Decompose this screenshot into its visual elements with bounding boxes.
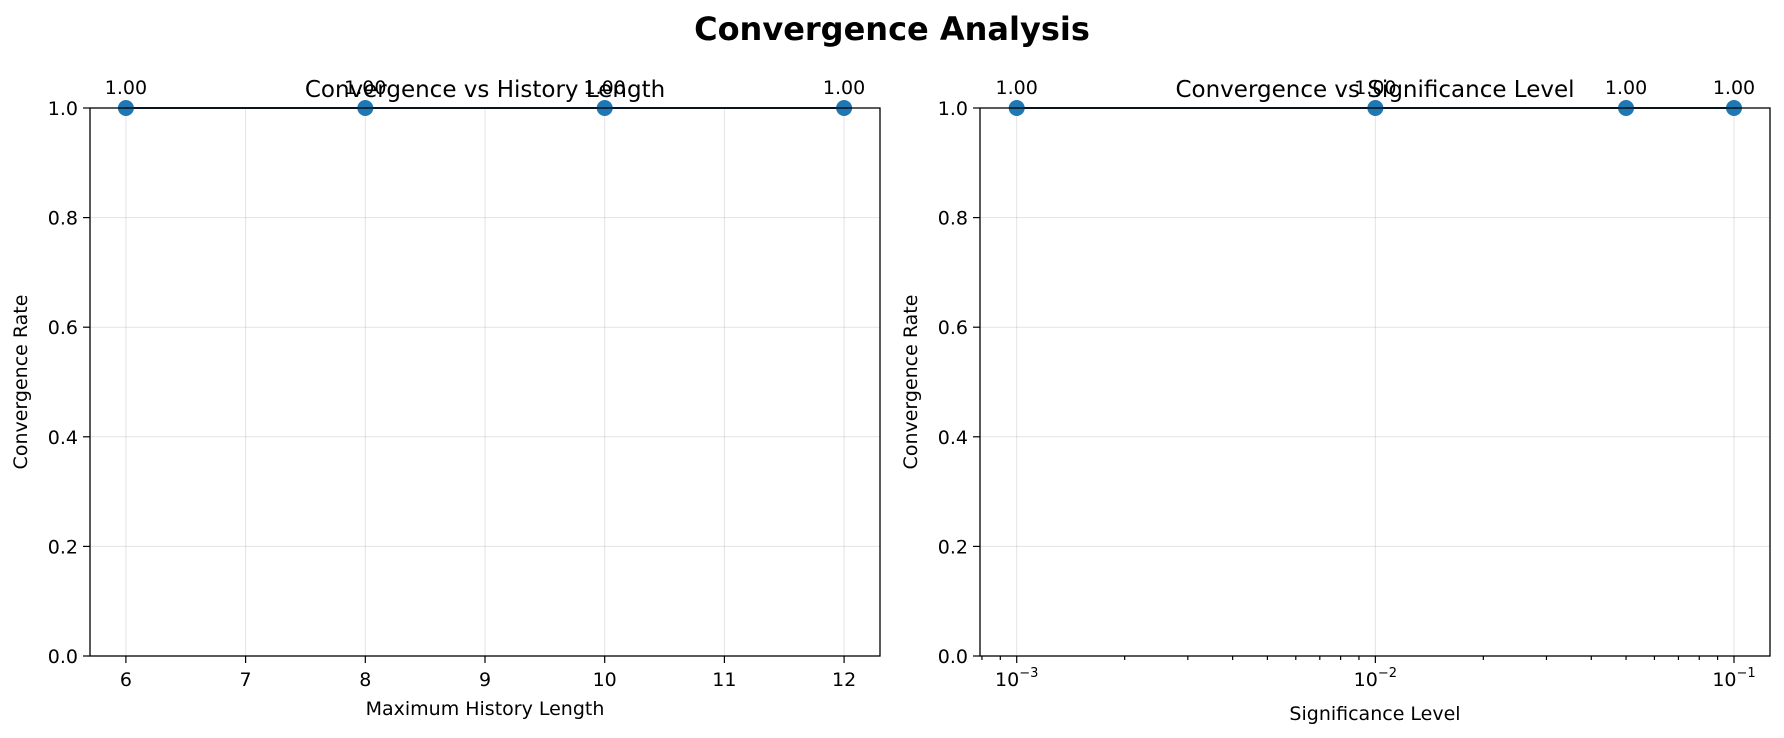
x-tick-label: 7 (240, 669, 252, 691)
axes-frame (979, 107, 1771, 657)
y-tick-label: 1.0 (48, 98, 78, 120)
y-tick-label: 0.8 (938, 208, 968, 230)
x-tick-label: 10−3 (995, 666, 1038, 691)
x-tick-label: 12 (832, 669, 856, 691)
figure-title: Convergence Analysis (694, 10, 1090, 48)
x-tick-label: 10−2 (1354, 666, 1397, 691)
x-axis-label: Significance Level (1289, 703, 1460, 725)
x-tick-label: 11 (712, 669, 736, 691)
history-length-chart: 6 7 8 9 10 11 12 0.0 0.2 0.4 0.6 0.8 1.0 1.00 1.00 1.00… (10, 77, 881, 720)
y-axis-label: Convergence Rate (900, 295, 922, 470)
x-tick-label: 6 (120, 669, 132, 691)
x-tick-label: 9 (479, 669, 491, 691)
significance-level-chart: 10−3 10−2 10−1 0.0 0.2 0.4 0.6 0.8 1.0 1.00 1.00 1.… (900, 77, 1771, 725)
x-tick-label: 10 (593, 669, 617, 691)
y-tick-label: 0.6 (938, 317, 968, 339)
data-label: 1.00 (1354, 77, 1396, 99)
axes-frame (89, 107, 881, 657)
y-tick-label: 0.8 (48, 208, 78, 230)
x-tick-label: 10−1 (1712, 666, 1755, 691)
data-label: 1.00 (823, 77, 865, 99)
y-tick-label: 0.0 (938, 646, 968, 668)
y-tick-label: 0.6 (48, 317, 78, 339)
data-label: 1.00 (996, 77, 1038, 99)
y-axis-label: Convergence Rate (10, 295, 32, 470)
x-tick-label: 8 (359, 669, 371, 691)
y-tick-label: 0.4 (48, 427, 78, 449)
data-label: 1.00 (1605, 77, 1647, 99)
y-tick-label: 0.4 (938, 427, 968, 449)
chart-title: Convergence vs Significance Level (1175, 77, 1574, 103)
data-label: 1.00 (1713, 77, 1755, 99)
x-axis-label: Maximum History Length (366, 698, 605, 720)
data-label: 1.00 (344, 77, 386, 99)
chart-title: Convergence vs History Length (305, 77, 665, 103)
y-tick-label: 1.0 (938, 98, 968, 120)
data-label: 1.00 (584, 77, 626, 99)
y-tick-label: 0.0 (48, 646, 78, 668)
data-label: 1.00 (105, 77, 147, 99)
y-tick-label: 0.2 (48, 536, 78, 558)
y-tick-label: 0.2 (938, 536, 968, 558)
